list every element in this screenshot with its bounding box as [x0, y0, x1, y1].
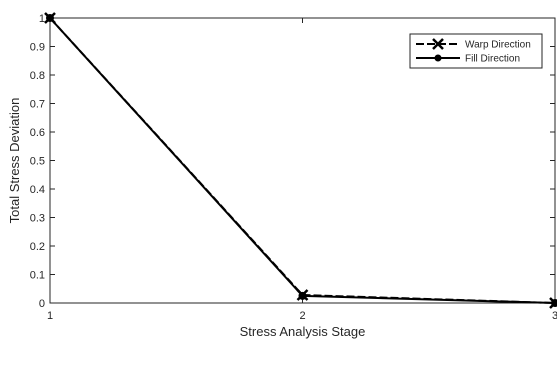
data-point-x-marker: [549, 297, 557, 309]
y-axis: 0 0.1 0.2 0.3 0.4 0.5 0.6 0.7 0.8 0.9 1: [30, 13, 555, 310]
x-marker-stroke: [549, 299, 557, 309]
legend: Warp Direction Fill Direction: [409, 33, 543, 69]
x-marker-stroke: [44, 12, 56, 24]
data-point-x-marker: [44, 12, 56, 24]
legend-entry-label: Fill Direction: [465, 54, 520, 65]
y-tick-label: 0: [39, 298, 45, 310]
x-tick-label: 3: [552, 310, 557, 322]
y-tick-label: 1: [39, 13, 45, 25]
series-line-segment: [302, 294, 556, 304]
x-marker-stroke: [432, 38, 444, 50]
legend-circle-marker: [434, 54, 442, 62]
legend-entry-label: Warp Direction: [465, 40, 531, 51]
y-tick-label: 0.1: [30, 270, 45, 282]
legend-box: [409, 33, 543, 69]
legend-x-marker: [432, 38, 444, 50]
y-tick-label: 0.6: [30, 127, 45, 139]
y-tick-label: 0.2: [30, 241, 45, 253]
y-tick-label: 0.8: [30, 70, 45, 82]
y-tick-label: 0.5: [30, 156, 45, 168]
x-tick-label: 2: [299, 310, 305, 322]
data-point-x-marker: [296, 289, 309, 301]
series-line-segment: [49, 17, 304, 296]
x-tick-label: 1: [47, 310, 53, 322]
y-tick-label: 0.3: [30, 213, 45, 225]
x-axis-label: Stress Analysis Stage: [240, 324, 366, 339]
y-tick-label: 0.7: [30, 99, 45, 111]
x-marker-stroke: [296, 289, 309, 301]
series-warp-direction: [44, 12, 557, 309]
series-layer: [44, 12, 557, 309]
y-tick-label: 0.9: [30, 42, 45, 54]
y-axis-label: Total Stress Deviation: [7, 98, 22, 224]
y-tick-label: 0.4: [30, 184, 45, 196]
